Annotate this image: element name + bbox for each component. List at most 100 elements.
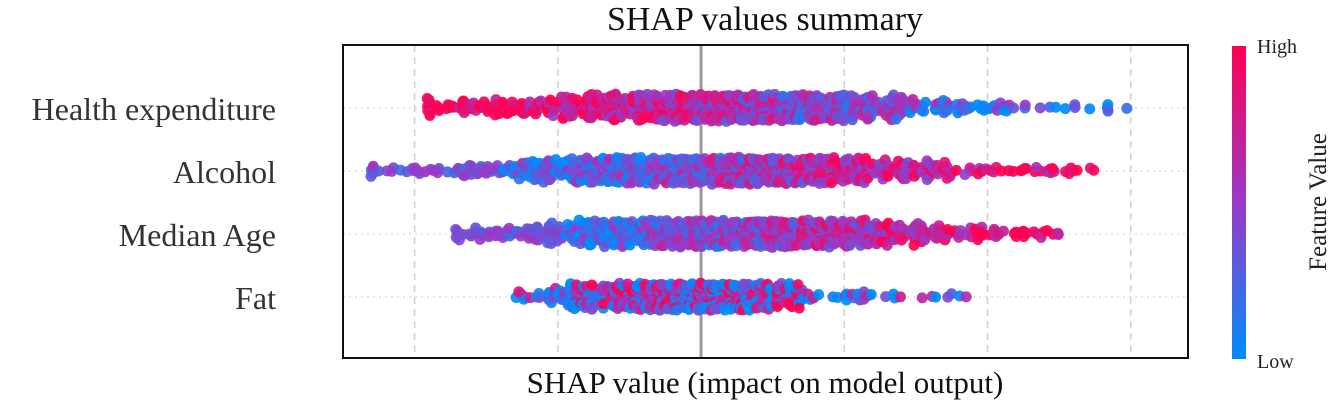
shap-point [752,178,764,190]
shap-point [585,112,597,124]
shap-point [782,153,794,165]
shap-point [533,288,545,300]
shap-point [1069,99,1081,111]
shap-point [916,292,928,304]
shap-point [908,161,920,173]
colorbar-title: Feature Value [1305,133,1332,271]
shap-point [1041,225,1053,237]
shap-point [530,108,542,120]
shap-point [1071,164,1083,176]
shap-point [735,177,747,189]
shap-point [474,233,486,245]
shap-point [651,90,663,102]
shap-point [674,241,686,253]
shap-point [513,173,525,185]
shap-point [920,96,932,108]
feature-label-health-expenditure: Health expenditure [32,91,276,127]
shap-point [862,112,874,124]
shap-point [497,96,509,108]
shap-point [532,222,544,234]
shap-point [1059,103,1071,115]
shap-point [730,240,742,252]
shap-point [844,239,856,251]
shap-point [809,114,821,126]
shap-point [421,92,433,104]
feature-label-alcohol: Alcohol [173,154,276,190]
shap-point [794,114,806,126]
shap-point [470,222,482,234]
shap-point [895,91,907,103]
shap-point [997,225,1009,237]
shap-point [465,160,477,172]
shap-point [386,165,398,177]
shap-point [635,151,647,163]
shap-point [921,155,933,167]
shap-point [960,291,972,303]
chart-title: SHAP values summary [607,1,923,38]
shap-point [1018,231,1030,243]
shap-point [656,240,668,252]
shap-point [872,96,884,108]
feature-labels: Health expenditure Alcohol Median Age Fa… [32,91,276,316]
shap-point [1102,105,1114,117]
shap-point [930,291,942,303]
shap-point [598,216,610,228]
shap-point [908,170,920,182]
shap-point [562,218,574,230]
shap-point [793,302,805,314]
feature-label-median-age: Median Age [119,217,276,253]
shap-point [788,217,800,229]
shap-point [555,169,567,181]
shap-point [551,235,563,247]
shap-point [813,289,825,301]
shap-point [941,104,953,116]
shap-points [365,88,1133,316]
shap-point [1019,99,1031,111]
shap-point [1030,162,1042,174]
colorbar-low-label: Low [1257,351,1294,373]
shap-point [882,170,894,182]
shap-point [567,110,579,122]
shap-point [586,279,598,291]
plot-frame [342,44,1189,359]
shap-point [1084,162,1096,174]
shap-point [974,226,986,238]
shap-point [553,221,565,233]
shap-point [838,115,850,127]
shap-point [921,174,933,186]
colorbar-gradient [1232,46,1246,359]
shap-point [950,164,962,176]
shap-point [918,105,930,117]
shap-point [489,109,501,121]
shap-point [566,92,578,104]
colorbar: High Low Feature Value [1232,36,1332,373]
shap-point [544,174,556,186]
shap-point [908,239,920,251]
shap-point [933,220,945,232]
shap-point [458,170,470,182]
shap-point [939,156,951,168]
shap-point [770,216,782,228]
shap-point [1046,163,1058,175]
feature-row-guides [343,107,1188,298]
feature-label-fat: Fat [235,280,276,316]
shap-point [881,239,893,251]
colorbar-high-label: High [1257,36,1297,58]
x-axis-label: SHAP value (impact on model output) [527,365,1004,400]
shap-point [373,165,385,177]
shap-point [894,291,906,303]
shap-point [890,113,902,125]
shap-point [1050,101,1062,113]
shap-point [959,168,971,180]
shap-point [1121,102,1133,114]
shap-point [513,286,525,298]
shap-point [573,214,585,226]
shap-point [585,239,597,251]
shap-point [1034,102,1046,114]
shap-point [792,279,804,291]
shap-point [941,172,953,184]
shap-point [865,289,877,301]
shap-point [1084,103,1096,115]
shap-point [1008,102,1020,114]
